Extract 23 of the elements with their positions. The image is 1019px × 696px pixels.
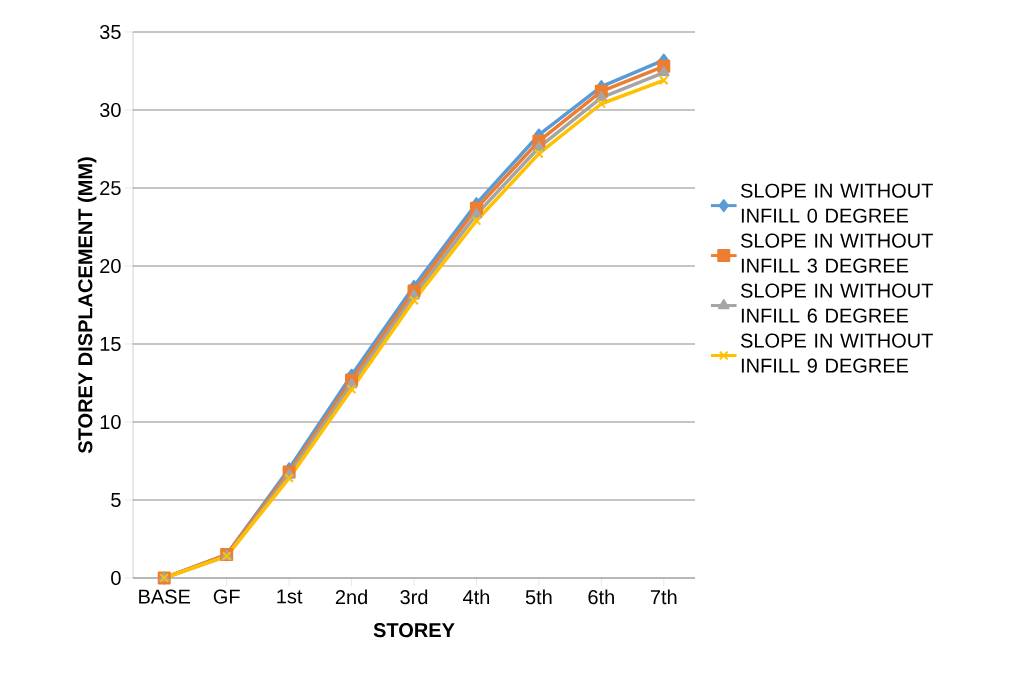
x-tick-label: BASE bbox=[139, 589, 191, 604]
x-tick-label: 5th bbox=[525, 589, 552, 605]
legend-label: SLOPE IN WITHOUT INFILL 3 DEGREE bbox=[740, 233, 933, 273]
x-tick-label: 4th bbox=[463, 589, 490, 605]
x-tick-label: 3rd bbox=[400, 589, 428, 605]
y-tick-label: 20 bbox=[100, 258, 121, 274]
y-tick-label: 35 bbox=[99, 24, 121, 40]
y-tick-label: 5 bbox=[111, 493, 121, 507]
x-tick-label: GF bbox=[213, 589, 240, 604]
x-axis-title: STOREY bbox=[373, 623, 455, 638]
y-axis-title: STOREY DISPLACEMENT (MM) bbox=[77, 157, 97, 454]
y-tick-label: 25 bbox=[100, 180, 121, 196]
y-tick-label: 30 bbox=[99, 102, 121, 118]
legend-label: SLOPE IN WITHOUT INFILL 0 DEGREE bbox=[740, 183, 933, 223]
legend-label: SLOPE IN WITHOUT INFILL 6 DEGREE bbox=[740, 283, 933, 323]
x-tick-label: 1st bbox=[277, 589, 303, 604]
y-tick-label: 10 bbox=[100, 414, 121, 430]
x-tick-label: 7th bbox=[650, 589, 677, 605]
x-tick-label: 2nd bbox=[335, 589, 367, 605]
y-tick-label: 15 bbox=[100, 337, 121, 351]
legend-label: SLOPE IN WITHOUT INFILL 9 DEGREE bbox=[740, 333, 933, 373]
x-tick-label: 6th bbox=[588, 589, 614, 605]
y-tick-label: 0 bbox=[111, 570, 121, 586]
